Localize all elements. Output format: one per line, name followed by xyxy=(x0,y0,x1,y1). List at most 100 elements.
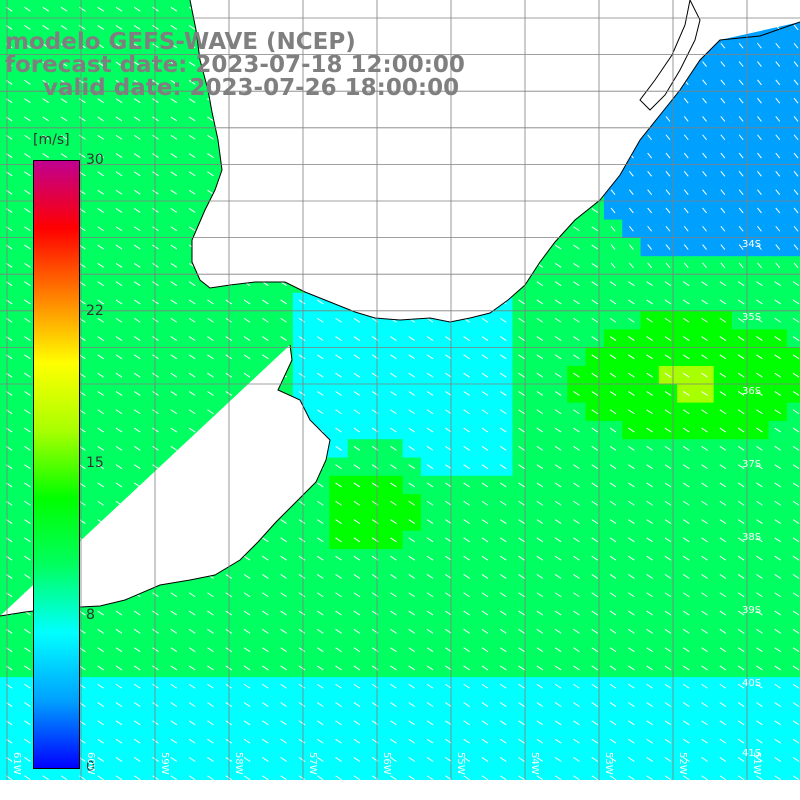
wind-arrow xyxy=(335,720,342,726)
wind-arrow xyxy=(573,372,580,378)
wind-cell xyxy=(786,91,800,111)
wind-arrow xyxy=(426,372,434,378)
wind-arrow xyxy=(664,336,672,341)
wind-arrow xyxy=(335,610,342,616)
wind-arrow xyxy=(133,317,141,323)
wind-arrow xyxy=(609,537,617,543)
lat-label: 38S xyxy=(742,532,762,543)
wind-arrow xyxy=(628,647,635,653)
wind-arrow xyxy=(390,464,397,470)
wind-arrow xyxy=(738,189,744,195)
wind-arrow xyxy=(170,720,178,726)
wind-arrow xyxy=(408,445,416,451)
wind-arrow xyxy=(188,98,196,104)
wind-arrow xyxy=(573,281,580,287)
wind-arrow xyxy=(280,702,287,707)
wind-arrow xyxy=(554,372,562,378)
wind-arrow xyxy=(426,482,434,488)
wind-arrow xyxy=(720,42,726,49)
wind-arrow xyxy=(591,592,599,598)
wind-arrow xyxy=(97,244,104,250)
wind-arrow xyxy=(536,317,544,323)
wind-arrow xyxy=(591,665,599,671)
wind-arrow xyxy=(573,409,580,415)
wind-arrow xyxy=(335,317,342,323)
wind-arrow xyxy=(207,189,214,195)
wind-arrow xyxy=(609,336,617,341)
wind-arrow xyxy=(298,647,306,653)
wind-arrow xyxy=(188,61,196,67)
wind-cell xyxy=(786,677,800,696)
coastline-south xyxy=(0,344,331,617)
wind-arrow xyxy=(335,647,342,653)
wind-arrow xyxy=(24,738,31,744)
wind-arrow xyxy=(353,372,361,378)
wind-arrow xyxy=(170,610,178,616)
wind-arrow xyxy=(426,391,434,396)
wind-arrow xyxy=(664,683,672,689)
wind-arrow xyxy=(188,683,196,689)
wind-arrow xyxy=(79,610,86,616)
wind-arrow xyxy=(60,116,68,122)
wind-arrow xyxy=(737,427,745,433)
wind-arrow xyxy=(499,610,507,616)
wind-arrow xyxy=(79,427,86,433)
wind-arrow xyxy=(133,702,141,707)
wind-arrow xyxy=(683,262,689,269)
wind-arrow xyxy=(115,409,123,415)
wind-arrow xyxy=(115,317,123,323)
wind-arrow xyxy=(170,98,178,104)
wind-arrow xyxy=(79,6,86,12)
wind-arrow xyxy=(646,317,653,323)
wind-arrow xyxy=(573,757,580,762)
wind-arrow xyxy=(79,775,86,781)
wind-arrow xyxy=(280,738,287,744)
wind-arrow xyxy=(756,519,763,524)
wind-arrow xyxy=(573,519,580,524)
wind-arrow xyxy=(42,775,50,781)
wind-arrow xyxy=(518,391,525,396)
wind-arrow xyxy=(133,43,141,49)
wind-arrow xyxy=(554,391,562,396)
wind-arrow xyxy=(499,354,507,360)
wind-arrow xyxy=(42,79,50,85)
lat-lon-grid xyxy=(0,0,800,780)
wind-arrow xyxy=(719,372,727,378)
wind-arrow xyxy=(115,116,123,122)
wind-arrow xyxy=(481,464,489,470)
wind-arrow xyxy=(793,244,799,250)
wind-arrow xyxy=(207,317,214,323)
wind-arrow xyxy=(665,171,671,177)
wind-arrow xyxy=(445,757,452,762)
lat-label: 35S xyxy=(742,312,762,323)
wind-arrow xyxy=(298,317,306,323)
wind-arrow xyxy=(609,372,617,378)
wind-arrow xyxy=(408,592,416,598)
wind-arrow xyxy=(298,720,306,726)
wind-arrow xyxy=(591,336,599,341)
wind-arrow xyxy=(757,207,762,214)
wind-arrow xyxy=(152,153,159,158)
wind-arrow xyxy=(682,500,690,506)
wind-arrow xyxy=(720,152,726,159)
wind-arrow xyxy=(737,628,745,634)
wind-arrow xyxy=(719,445,727,451)
wind-arrow xyxy=(335,519,342,524)
wind-arrow xyxy=(390,500,397,506)
wind-arrow xyxy=(664,775,672,781)
wind-arrow xyxy=(683,116,689,122)
wind-arrow xyxy=(664,409,672,415)
wind-cell xyxy=(786,549,800,568)
wind-arrow xyxy=(79,25,86,30)
wind-arrow xyxy=(170,409,178,415)
wind-arrow xyxy=(518,354,525,360)
wind-arrow xyxy=(188,189,196,195)
wind-arrow xyxy=(115,354,123,360)
wind-arrow xyxy=(152,43,159,49)
wind-arrow xyxy=(115,134,123,140)
wind-cell xyxy=(786,658,800,678)
wind-arrow xyxy=(628,592,635,598)
wind-cell xyxy=(786,73,800,92)
wind-arrow xyxy=(628,354,635,360)
wind-arrow xyxy=(719,683,727,689)
